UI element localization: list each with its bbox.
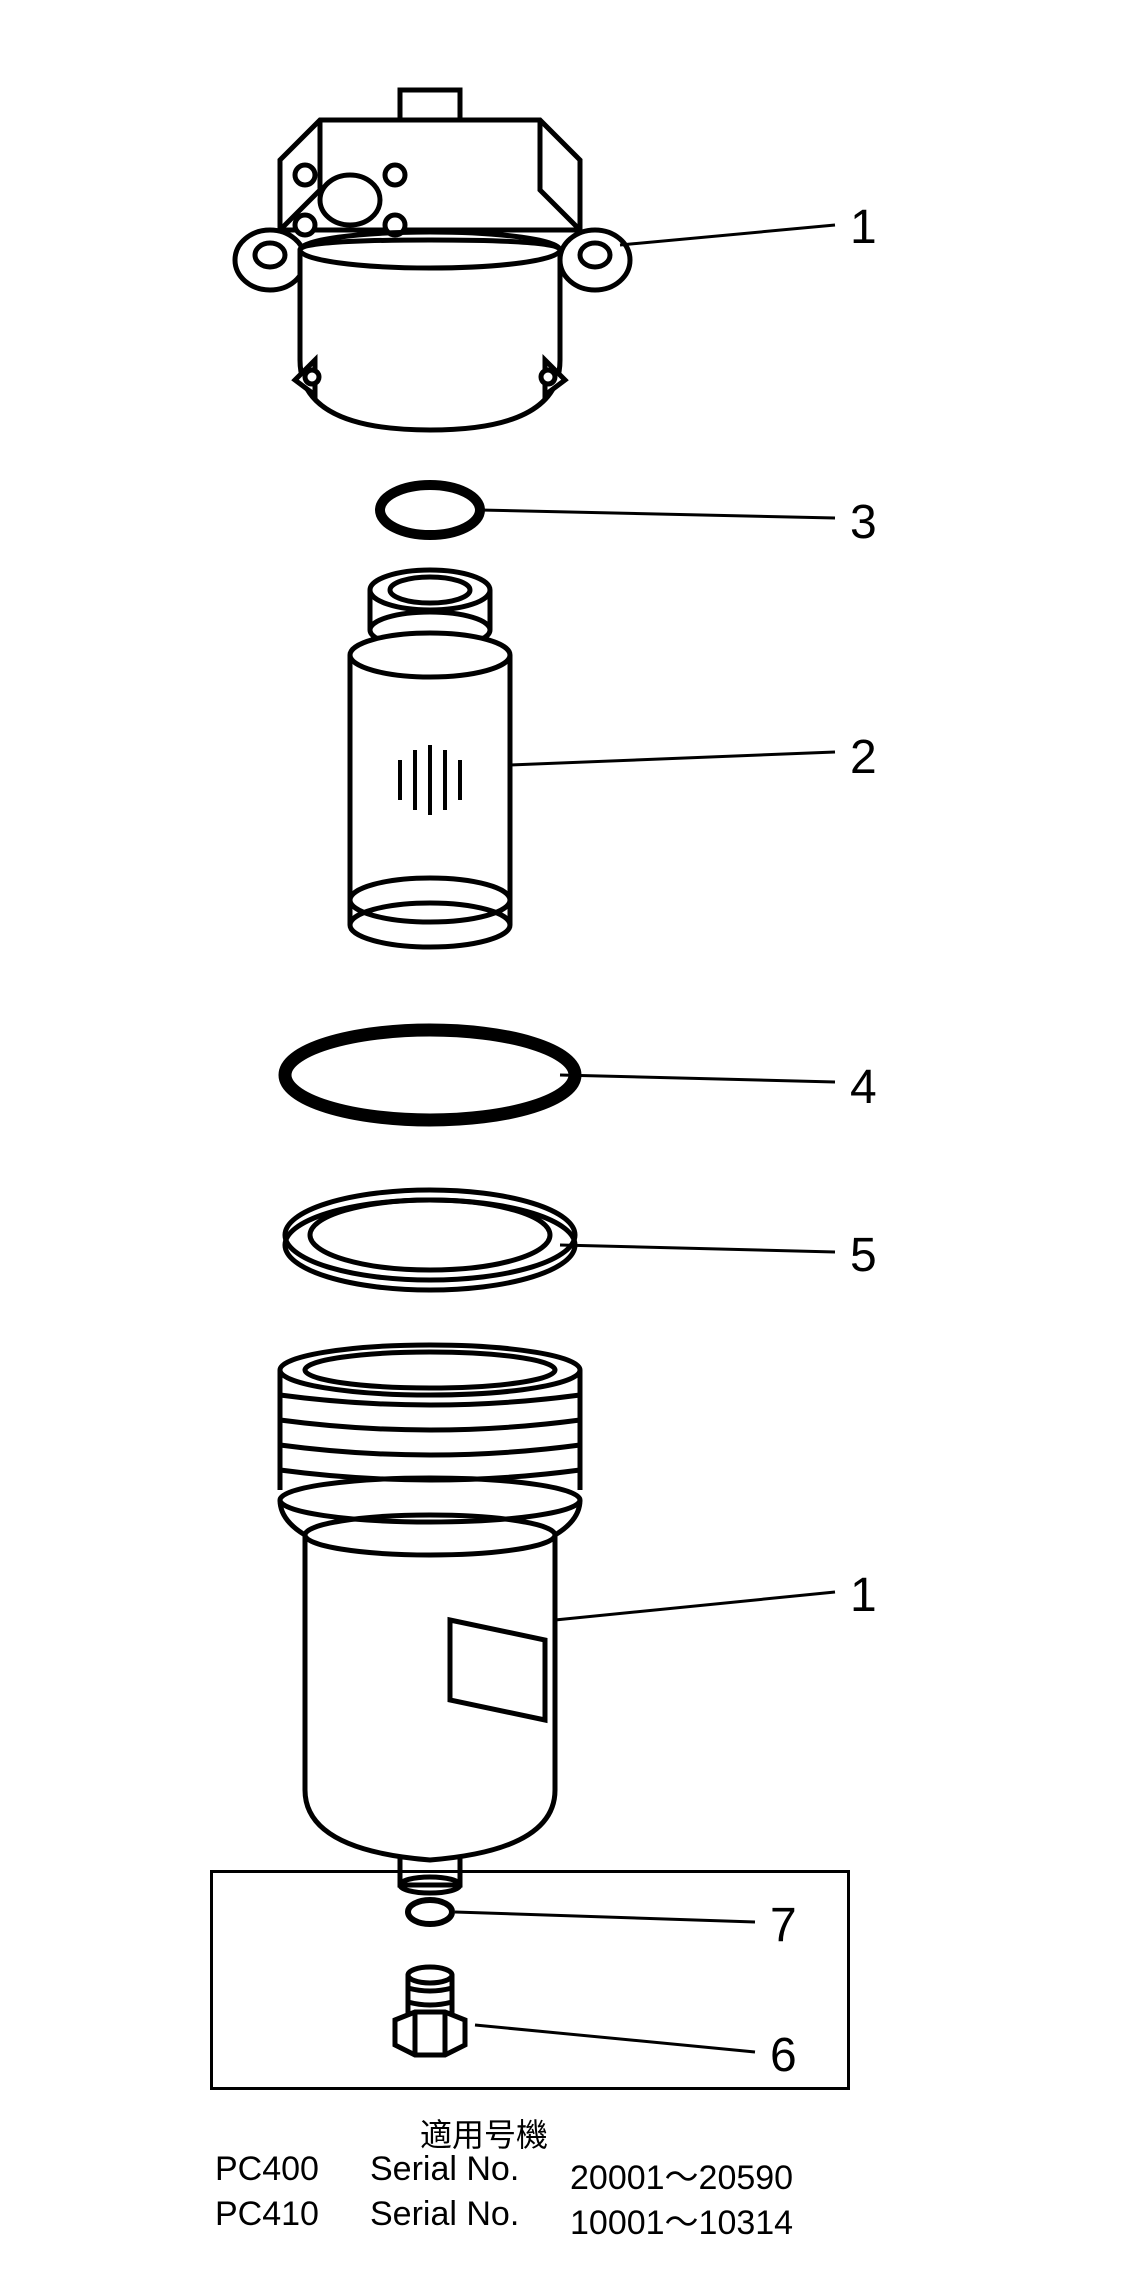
filter-head-part: [200, 80, 660, 470]
detail-box: [210, 1870, 850, 2090]
filter-element-part: [290, 560, 570, 960]
footer-line2-range: 10001～10314: [570, 2195, 793, 2244]
footer-line1-range: 20001～20590: [570, 2150, 793, 2199]
small-oring-part: [370, 480, 490, 540]
large-oring-part: [270, 1020, 590, 1130]
callout-2: 2: [850, 730, 877, 785]
flat-ring-part: [270, 1180, 590, 1300]
drain-plug-part: [380, 1960, 480, 2070]
footer-line2-model: PC410: [215, 2195, 319, 2234]
drain-oring-part: [400, 1895, 460, 1930]
footer-line1-model: PC400: [215, 2150, 319, 2189]
callout-6: 6: [770, 2028, 797, 2083]
footer-line2-serial: Serial No.: [370, 2195, 519, 2234]
callout-4: 4: [850, 1060, 877, 1115]
callout-5: 5: [850, 1228, 877, 1283]
footer-line1-serial: Serial No.: [370, 2150, 519, 2189]
callout-1-bottom: 1: [850, 1568, 877, 1623]
callout-7: 7: [770, 1898, 797, 1953]
callout-3: 3: [850, 495, 877, 550]
callout-1-top: 1: [850, 200, 877, 255]
diagram-container: 1 3 2 4 5 1 7 6 適用号機 PC400 Serial No. 20…: [0, 0, 1129, 2273]
filter-housing-part: [250, 1340, 610, 1900]
